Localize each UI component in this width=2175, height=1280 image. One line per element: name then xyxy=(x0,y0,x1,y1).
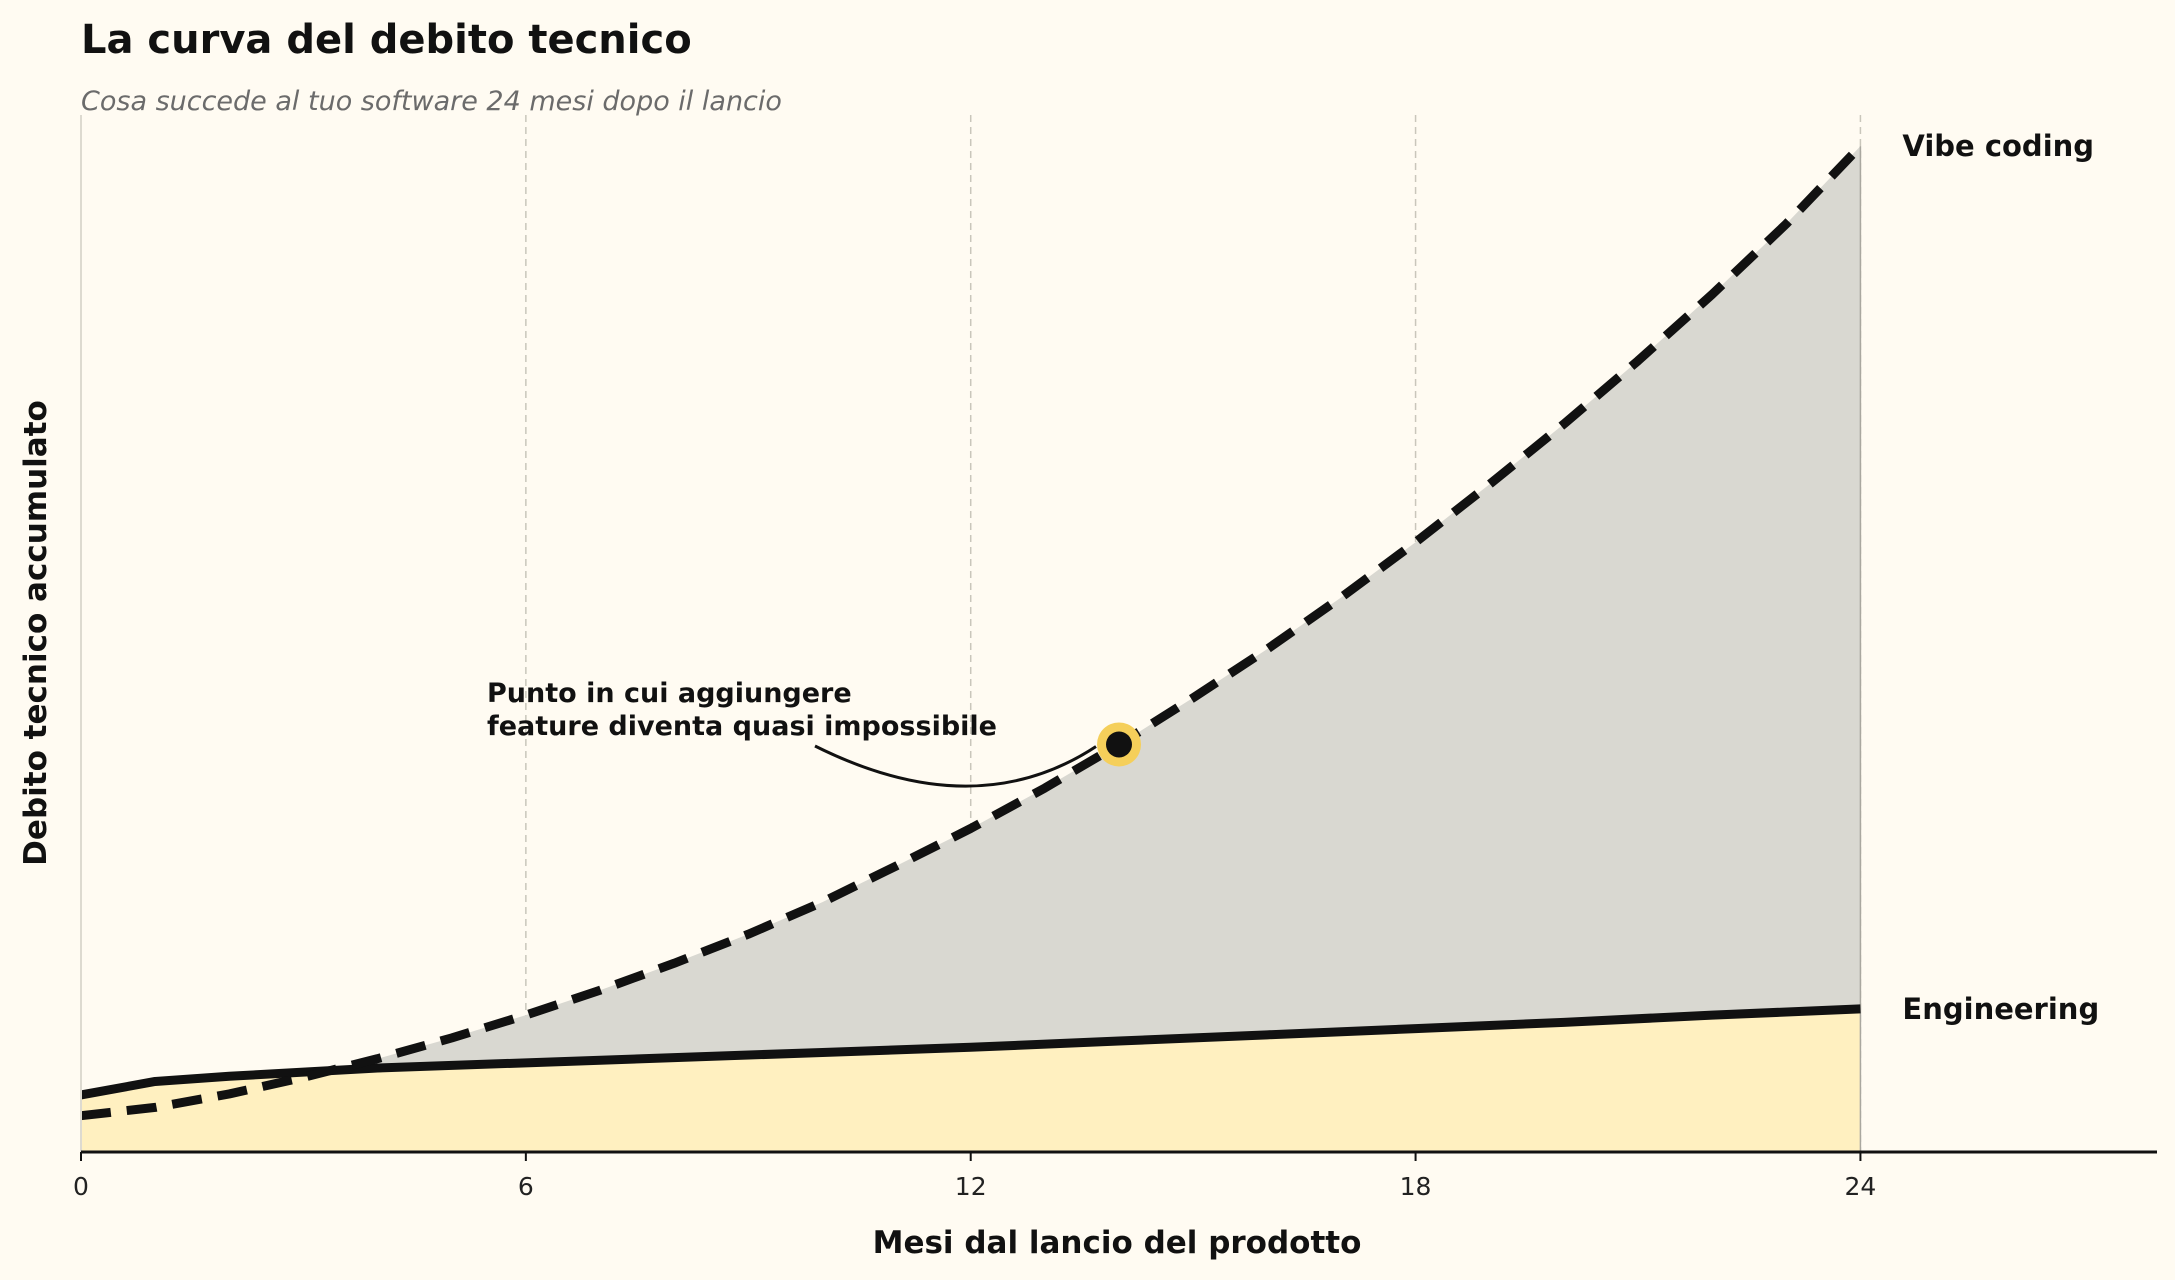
series-lines xyxy=(80,143,1864,1121)
area-vibe-coding xyxy=(81,146,1861,1153)
line-vibe-coding xyxy=(80,143,1864,1121)
x-axis-label: Mesi dal lancio del prodotto xyxy=(873,1225,1362,1261)
annotation-line-1: Punto in cui aggiungere xyxy=(487,678,852,709)
line-engineering xyxy=(80,1004,1861,1100)
y-axis-label: Debito tecnico accumulato xyxy=(18,400,54,866)
annotation-arrow xyxy=(814,744,1097,788)
area-engineering xyxy=(81,1008,1861,1152)
x-tick-label-24: 24 xyxy=(1845,1172,1877,1201)
chart-subtitle: Cosa succede al tuo software 24 mesi dop… xyxy=(81,86,782,117)
x-tick-label-0: 0 xyxy=(73,1172,89,1201)
x-tick-label-6: 6 xyxy=(518,1172,534,1201)
series-label-vibe-coding: Vibe coding xyxy=(1902,129,2094,163)
series-label-engineering: Engineering xyxy=(1902,992,2099,1026)
x-tick-label-18: 18 xyxy=(1400,1172,1432,1201)
annotation-line-2: feature diventa quasi impossibile xyxy=(487,711,997,742)
chart-title: La curva del debito tecnico xyxy=(81,17,692,63)
x-axis-ticks: 0 6 12 18 24 xyxy=(73,1152,1876,1201)
x-tick-label-12: 12 xyxy=(955,1172,987,1201)
series-areas xyxy=(81,146,1862,1153)
annotation-marker-dot xyxy=(1106,731,1132,758)
